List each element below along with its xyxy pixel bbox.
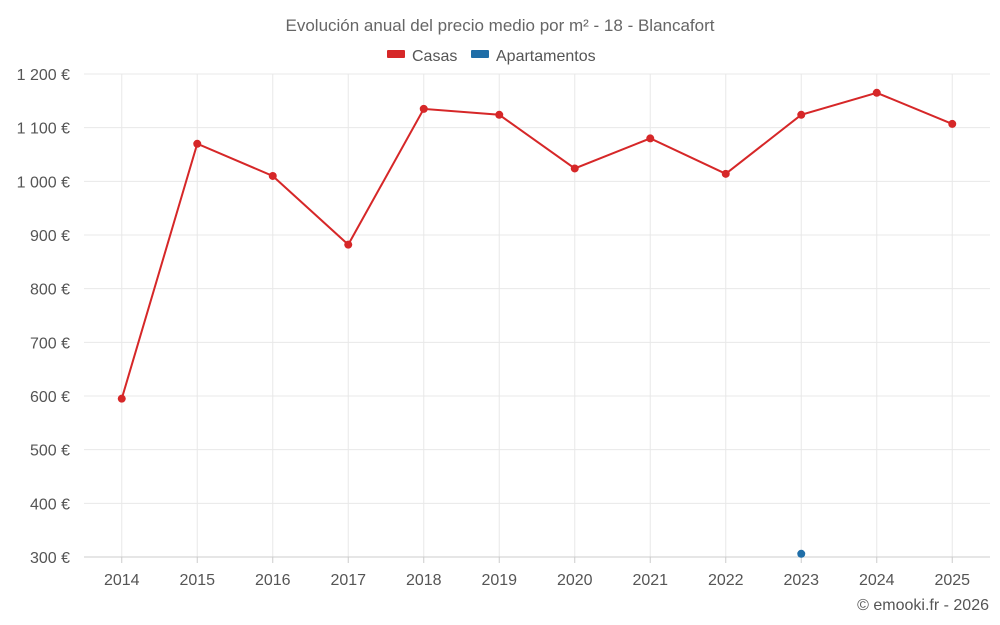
grid	[84, 73, 990, 558]
data-point-apartamentos[interactable]	[797, 549, 806, 558]
legend-label-apartamentos: Apartamentos	[496, 48, 596, 65]
chart-title: Evolución anual del precio medio por m² …	[286, 16, 715, 35]
data-point-casas[interactable]	[646, 134, 655, 143]
data-point-casas[interactable]	[721, 169, 730, 178]
x-tick-label: 2016	[255, 572, 291, 589]
x-tick-label: 2024	[859, 572, 895, 589]
x-axis: 2014 2015 2016 2017 2018 2019 2020 2021 2022 2023…	[84, 556, 990, 589]
x-tick-label: 2020	[557, 572, 593, 589]
x-tick-label: 2023	[783, 572, 819, 589]
data-point-casas[interactable]	[419, 104, 428, 113]
x-tick-label: 2017	[330, 572, 366, 589]
x-tick-label: 2019	[481, 572, 517, 589]
x-tick-label: 2015	[179, 572, 215, 589]
legend-item-casas[interactable]: Casas	[387, 48, 457, 65]
x-tick-label: 2025	[934, 572, 970, 589]
data-point-casas[interactable]	[268, 171, 277, 180]
y-tick-label: 600 €	[30, 389, 70, 406]
data-point-casas[interactable]	[872, 88, 881, 97]
series-line-casas	[120, 91, 953, 399]
series	[117, 88, 957, 558]
data-point-casas[interactable]	[344, 240, 353, 249]
legend-label-casas: Casas	[412, 48, 457, 65]
x-tick-label: 2018	[406, 572, 442, 589]
y-axis: 300 € 400 € 500 € 600 € 700 € 800 € 900 € 1 000…	[17, 67, 70, 567]
data-point-casas[interactable]	[948, 119, 957, 128]
x-tick-label: 2021	[632, 572, 668, 589]
legend-swatch-casas	[387, 50, 405, 58]
y-tick-label: 500 €	[30, 443, 70, 460]
data-point-casas[interactable]	[495, 110, 504, 119]
y-tick-label: 1 100 €	[17, 121, 70, 138]
y-tick-label: 800 €	[30, 282, 70, 299]
x-tick-label: 2014	[104, 572, 140, 589]
data-point-casas[interactable]	[570, 164, 579, 173]
legend: Casas Apartamentos	[387, 48, 596, 65]
data-point-casas[interactable]	[797, 110, 806, 119]
y-tick-label: 1 200 €	[17, 67, 70, 84]
data-point-casas[interactable]	[193, 139, 202, 148]
y-tick-label: 1 000 €	[17, 174, 70, 191]
legend-item-apartamentos[interactable]: Apartamentos	[471, 48, 596, 65]
y-tick-label: 700 €	[30, 335, 70, 352]
y-tick-label: 300 €	[30, 550, 70, 567]
legend-swatch-apartamentos	[471, 50, 489, 58]
y-tick-label: 400 €	[30, 496, 70, 513]
data-point-casas[interactable]	[117, 394, 126, 403]
credit-text: © emooki.fr - 2026	[857, 597, 989, 614]
y-tick-label: 900 €	[30, 228, 70, 245]
x-tick-label: 2022	[708, 572, 744, 589]
